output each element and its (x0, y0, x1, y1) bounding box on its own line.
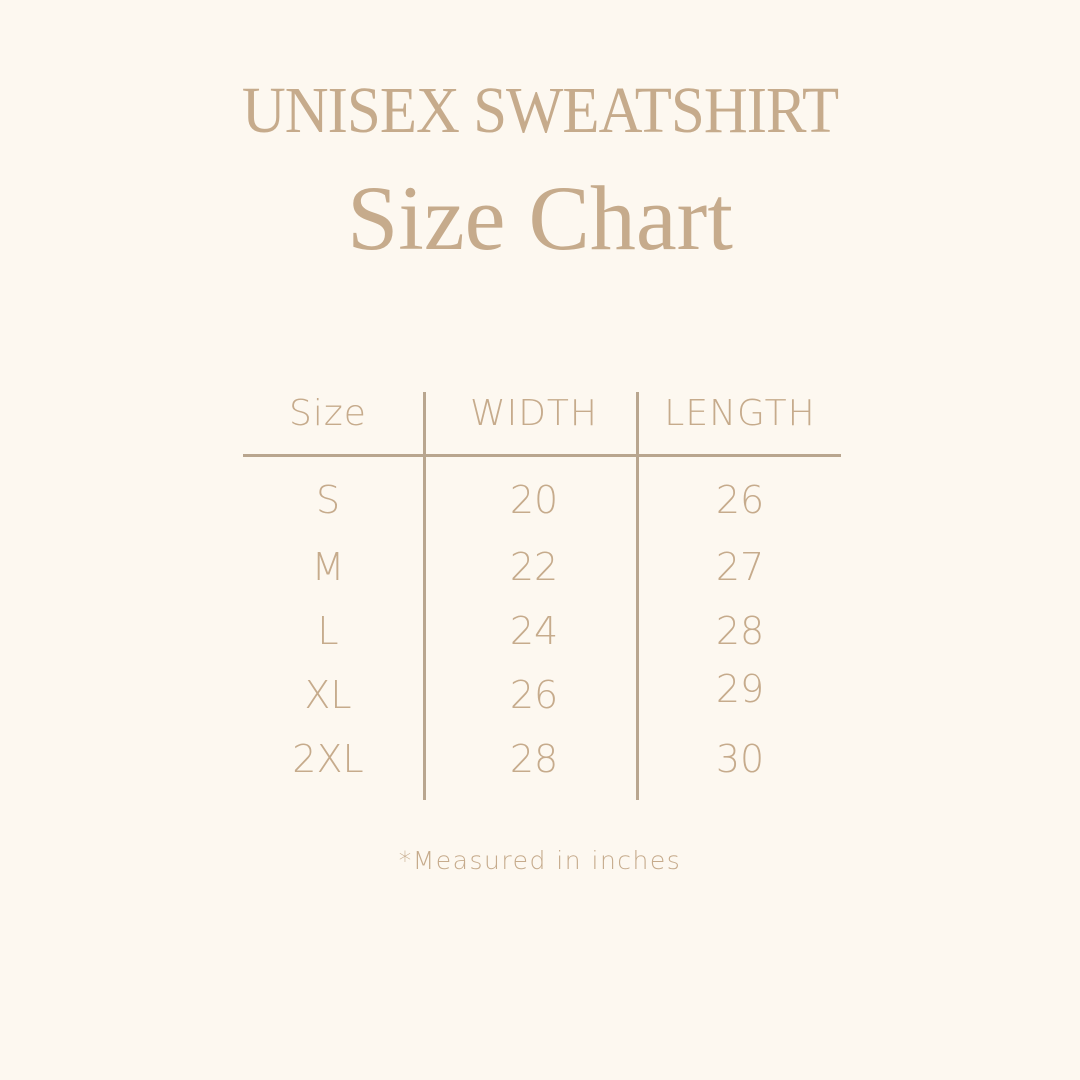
cell-size: XL (304, 673, 352, 717)
cell-length: 30 (715, 737, 765, 781)
header-size: Size (289, 393, 367, 434)
cell-width: 26 (509, 673, 559, 717)
title: UNISEX SWEATSHIRT (241, 74, 839, 147)
cell-length: 26 (715, 478, 765, 522)
cell-length: 27 (715, 545, 765, 589)
cell-size: 2XL (292, 737, 364, 781)
cell-width: 20 (509, 478, 559, 522)
column-divider (636, 392, 639, 800)
cell-width: 24 (509, 609, 559, 653)
cell-length: 29 (715, 667, 765, 711)
header-length: LENGTH (664, 393, 816, 434)
cell-size: L (317, 609, 339, 653)
subtitle: Size Chart (347, 167, 733, 269)
header-divider (243, 454, 841, 457)
cell-size: S (315, 478, 341, 522)
cell-width: 28 (509, 737, 559, 781)
column-divider (423, 392, 426, 800)
footnote: *Measured in inches (398, 846, 682, 875)
cell-length: 28 (715, 609, 765, 653)
cell-width: 22 (509, 545, 559, 589)
header-width: WIDTH (470, 393, 598, 434)
cell-size: M (311, 545, 345, 589)
